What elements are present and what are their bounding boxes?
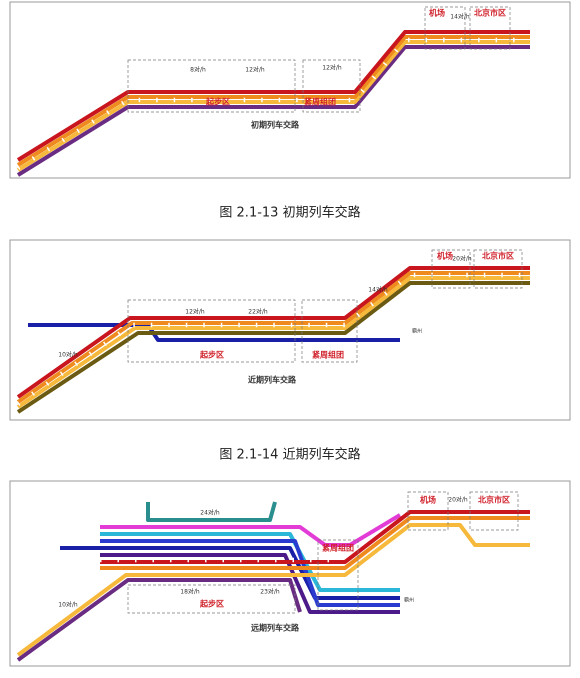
station-gaps <box>16 272 530 406</box>
zone-label: 机场 <box>429 8 445 18</box>
route <box>16 266 530 399</box>
frame <box>9 239 571 421</box>
zone-label: 机场 <box>420 495 436 505</box>
frequency: 12对/h <box>322 64 342 72</box>
zone-label: 紧周组团 <box>322 543 354 553</box>
station: 霸州 <box>404 598 414 604</box>
zone-box <box>317 539 359 611</box>
route <box>100 553 400 614</box>
frequency: 24对/h <box>200 509 220 517</box>
frequency: 8对/h <box>190 66 206 74</box>
frequency: 20对/h <box>448 496 468 504</box>
frequency: 20对/h <box>452 255 472 263</box>
zone-label: 起步区 <box>199 599 224 609</box>
route <box>16 35 530 167</box>
zone-label: 紧周组团 <box>312 350 344 360</box>
zone-box <box>469 6 511 50</box>
route <box>100 513 402 547</box>
zone-box <box>473 249 523 289</box>
route <box>16 30 530 162</box>
route <box>16 40 530 172</box>
routes <box>16 30 530 177</box>
zone-box <box>127 299 296 363</box>
zone-box <box>302 59 361 113</box>
frequency: 23对/h <box>260 588 280 596</box>
route <box>16 276 530 409</box>
zone-box <box>127 59 296 113</box>
frequency: 12对/h <box>245 66 265 74</box>
figure-title: 近期列车交路 <box>248 375 297 385</box>
zone-box <box>424 6 466 50</box>
zone-label: 北京市区 <box>474 8 506 18</box>
route <box>16 523 530 657</box>
figure-title: 远期列车交路 <box>251 623 300 633</box>
zone-label: 北京市区 <box>478 495 510 505</box>
figure-title: 初期列车交路 <box>251 120 300 130</box>
figure-2: 起步区 紧周组团 机场 北京市区 12对/h 22对/h 14对/h 20对/h… <box>9 239 571 421</box>
routes <box>16 266 530 414</box>
frequency: 10对/h <box>58 351 78 359</box>
routes <box>16 501 530 662</box>
frame <box>9 480 571 667</box>
frequency: 14对/h <box>368 286 388 294</box>
frequency: 22对/h <box>248 308 268 316</box>
figure-3: 起步区 紧周组团 机场 北京市区 24对/h 18对/h 23对/h 20对/h… <box>9 480 571 667</box>
frequency: 10对/h <box>58 601 78 609</box>
frequency: 12对/h <box>185 308 205 316</box>
figure-1: 起步区 紧周组团 机场 北京市区 8对/h 12对/h 12对/h 14对/h … <box>9 1 571 179</box>
zone-label: 起步区 <box>199 350 224 360</box>
zone-label: 起步区 <box>205 97 230 107</box>
route <box>16 578 302 662</box>
station: 霸州 <box>412 329 422 335</box>
zone-box <box>127 584 296 614</box>
zone-box <box>301 299 358 363</box>
zone-box <box>407 491 449 531</box>
zone-label: 机场 <box>437 251 453 261</box>
zone-label: 紧周组团 <box>304 97 336 107</box>
frame <box>9 1 571 179</box>
zone-label: 北京市区 <box>482 251 514 261</box>
route <box>146 501 277 522</box>
frequency: 14对/h <box>450 13 470 21</box>
zone-box <box>469 491 519 531</box>
zone-box <box>431 249 471 289</box>
caption: 图 2.1-14 近期列车交路 <box>219 447 360 463</box>
frequency: 18对/h <box>180 588 200 596</box>
caption: 图 2.1-13 初期列车交路 <box>219 205 360 221</box>
route <box>16 45 530 177</box>
route <box>16 281 530 414</box>
